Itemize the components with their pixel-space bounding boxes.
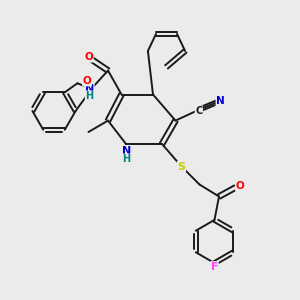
Text: C: C	[195, 106, 203, 116]
Text: O: O	[82, 76, 91, 86]
Text: N: N	[216, 95, 225, 106]
Text: O: O	[84, 52, 93, 62]
Text: H: H	[122, 154, 131, 164]
Text: H: H	[85, 91, 94, 101]
Text: N: N	[85, 83, 94, 94]
Text: F: F	[211, 262, 218, 272]
Text: O: O	[236, 181, 244, 191]
Text: N: N	[122, 146, 131, 156]
Text: S: S	[178, 161, 185, 172]
